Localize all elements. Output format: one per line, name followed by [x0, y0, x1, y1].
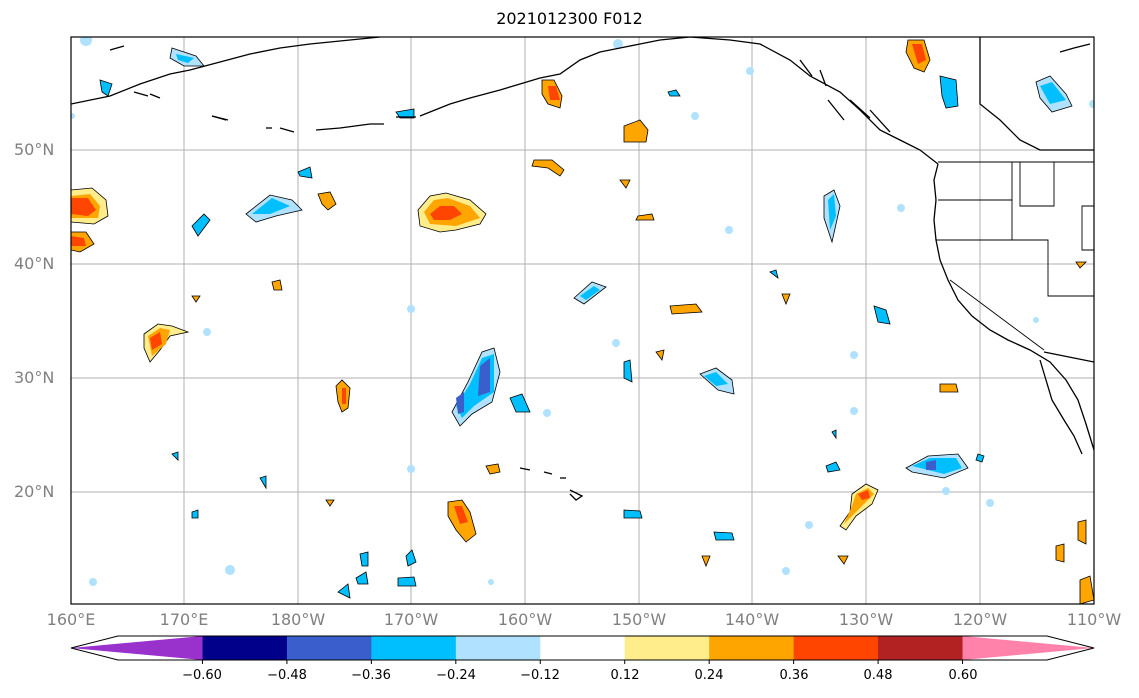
colorbar-label: 0.36: [779, 668, 809, 683]
lon-label-130w: 130°W: [838, 610, 894, 629]
coastlines: [71, 37, 1094, 501]
colorbar-label: −0.48: [267, 668, 307, 683]
lon-label-110w: 110°W: [1066, 610, 1122, 629]
colorbar-label: 0.60: [948, 668, 978, 683]
colorbar-extend-max: [962, 636, 1094, 660]
colorbar-extend-min: [71, 636, 203, 660]
plot-frame: [70, 36, 1095, 605]
colorbar-label: 0.12: [610, 668, 640, 683]
lon-label-170w: 170°W: [383, 610, 439, 629]
lon-label-140w: 140°W: [724, 610, 780, 629]
colorbar-bin: [455, 636, 541, 660]
colorbar-bin: [624, 636, 710, 660]
colorbar-bin: [878, 636, 964, 660]
state-borders: [936, 161, 1094, 351]
colorbar-bin: [540, 636, 626, 660]
colorbar-bin: [793, 636, 879, 660]
negative-anomaly-regions: [99, 47, 1073, 599]
lat-label-40n: 40°N: [14, 254, 55, 273]
map-plot: [70, 36, 1095, 605]
colorbar-bin: [371, 636, 457, 660]
lat-label-50n: 50°N: [14, 140, 55, 159]
light-blue-specks: [71, 37, 1094, 586]
lon-label-170e: 170°E: [159, 610, 209, 629]
lon-label-120w: 120°W: [952, 610, 1008, 629]
lon-label-150w: 150°W: [611, 610, 667, 629]
colorbar-segments: [71, 636, 1094, 660]
lat-label-20n: 20°N: [14, 482, 55, 501]
lon-label-180w: 180°W: [270, 610, 326, 629]
positive-anomaly-regions: [71, 39, 1094, 604]
colorbar-label: −0.36: [351, 668, 391, 683]
colorbar-label: 0.24: [694, 668, 724, 683]
colorbar-label: −0.24: [436, 668, 476, 683]
lon-label-160w: 160°W: [497, 610, 553, 629]
colorbar-label: −0.60: [182, 668, 222, 683]
lon-label-160e: 160°E: [46, 610, 96, 629]
colorbar-outline: [70, 635, 1095, 661]
colorbar-ticks: [201, 660, 964, 664]
colorbar-label: 0.48: [863, 668, 893, 683]
colorbar-bin: [202, 636, 288, 660]
colorbar-bin: [709, 636, 795, 660]
map-title: 2021012300 F012: [496, 9, 643, 28]
lat-label-30n: 30°N: [14, 368, 55, 387]
colorbar-bin: [286, 636, 372, 660]
colorbar-label: −0.12: [520, 668, 560, 683]
gridlines: [71, 37, 1094, 604]
